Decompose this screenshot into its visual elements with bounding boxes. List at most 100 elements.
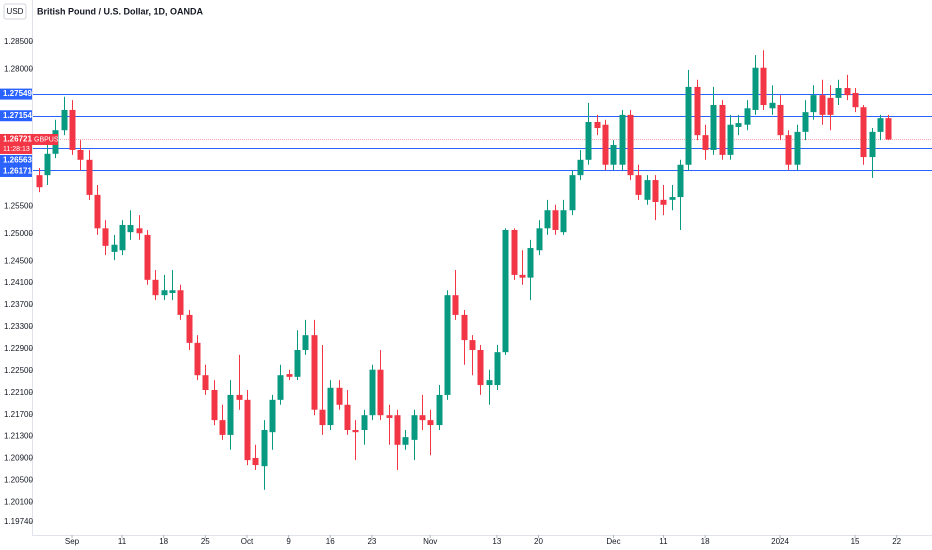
candle-body (236, 394, 243, 400)
candle-body (511, 229, 518, 275)
candle-body (752, 67, 759, 110)
candle-body (477, 349, 484, 386)
y-tick-label: 1.22500 (4, 366, 33, 375)
candle-body (336, 387, 343, 405)
candle-body (469, 340, 476, 350)
candle-body (119, 225, 126, 251)
candle-body (585, 121, 592, 160)
x-tick-label: 22 (892, 537, 901, 546)
candle-body (810, 95, 817, 113)
x-tick-label: 13 (492, 537, 501, 546)
candle-body (694, 86, 701, 136)
candle-body (261, 429, 268, 467)
candle-body (169, 290, 176, 293)
candle-body (186, 314, 193, 343)
currency-box[interactable] (3, 3, 27, 20)
candle-body (319, 409, 326, 426)
candle-body (527, 248, 534, 278)
candle-body (610, 145, 617, 165)
x-tick-label: Sep (65, 537, 80, 546)
candle-body (560, 210, 567, 233)
y-tick-label: 1.21700 (4, 410, 33, 419)
y-tick-label: 1.28500 (4, 37, 33, 46)
level-label-box (0, 154, 32, 166)
x-tick-label: 15 (851, 537, 860, 546)
y-tick-label: 1.28000 (4, 64, 33, 73)
candle-body (77, 149, 84, 160)
candle-body (860, 107, 867, 158)
candle-body (219, 420, 226, 435)
candle-body (544, 210, 551, 229)
candle-body (602, 124, 609, 165)
y-tick-label: 1.24100 (4, 278, 33, 287)
candle-body (827, 97, 834, 115)
x-tick-label: 11 (118, 537, 127, 546)
currency[interactable]: USD (7, 7, 24, 16)
candle-body (794, 131, 801, 165)
x-tick-label: 25 (201, 537, 210, 546)
candle-body (427, 420, 434, 426)
candle-body (369, 369, 376, 416)
candle-body (819, 95, 826, 115)
candle-body (627, 114, 634, 176)
candle-body (452, 295, 459, 315)
candle-body (361, 415, 368, 430)
candle-body (869, 131, 876, 158)
y-tick-label: 1.25500 (4, 202, 33, 211)
candle-body (652, 180, 659, 203)
candle-body (36, 175, 43, 188)
candle-body (227, 394, 234, 435)
candle-body (411, 415, 418, 440)
level-label-box (0, 88, 32, 100)
candle-body (436, 394, 443, 426)
last-price-label: 1.26721 (3, 135, 32, 144)
candle-body (785, 135, 792, 165)
candle-body (394, 415, 401, 445)
candle-body (852, 92, 859, 108)
candle-body (294, 349, 301, 377)
candle-body (727, 124, 734, 155)
candle-body (885, 118, 892, 140)
candle-body (244, 399, 251, 461)
candle-body (569, 175, 576, 211)
candle-body (702, 135, 709, 150)
candle-body (136, 228, 143, 234)
x-tick-label: 20 (534, 537, 543, 546)
candle-body (677, 164, 684, 198)
y-tick-label: 1.23700 (4, 300, 33, 309)
candle-body (302, 335, 309, 350)
candle-body (161, 290, 168, 296)
candle-body (719, 105, 726, 155)
candle-body (102, 228, 109, 246)
x-tick-label: Oct (241, 537, 254, 546)
candle-body (444, 295, 451, 395)
candle-body (127, 225, 134, 233)
candle-body (152, 279, 159, 296)
symbol-box (32, 133, 58, 145)
y-tick-label: 1.20100 (4, 497, 33, 506)
candle-body (644, 180, 651, 200)
candle-body (594, 121, 601, 129)
plot-area (32, 50, 932, 490)
y-tick-label: 1.24500 (4, 256, 33, 265)
candle-body (286, 374, 293, 377)
y-tick-label: 1.21300 (4, 432, 33, 441)
x-tick-label: 2024 (771, 537, 789, 546)
candle-body (352, 429, 359, 433)
candle-body (419, 415, 426, 421)
countdown-box (0, 143, 32, 154)
candle-body (802, 112, 809, 132)
x-tick-label: 23 (367, 537, 376, 546)
y-tick-label: 1.23300 (4, 322, 33, 331)
candle-body (835, 88, 842, 98)
y-tick-label: 1.25000 (4, 229, 33, 238)
candle-body (252, 457, 259, 466)
candle-body (269, 399, 276, 433)
candle-body (685, 86, 692, 165)
candle-body (669, 197, 676, 200)
x-tick-label: Nov (423, 537, 437, 546)
level-label: 1.26171 (3, 167, 32, 176)
candle-body (311, 335, 318, 410)
